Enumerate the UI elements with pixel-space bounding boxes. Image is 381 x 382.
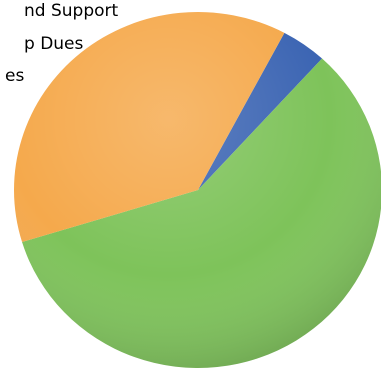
legend: nd Support p Dues es [5, 1, 119, 86]
legend-label-1: nd Support [24, 1, 119, 21]
legend-label-2: p Dues [24, 34, 84, 54]
legend-label-3: es [5, 66, 24, 86]
pie-slices [14, 12, 381, 368]
